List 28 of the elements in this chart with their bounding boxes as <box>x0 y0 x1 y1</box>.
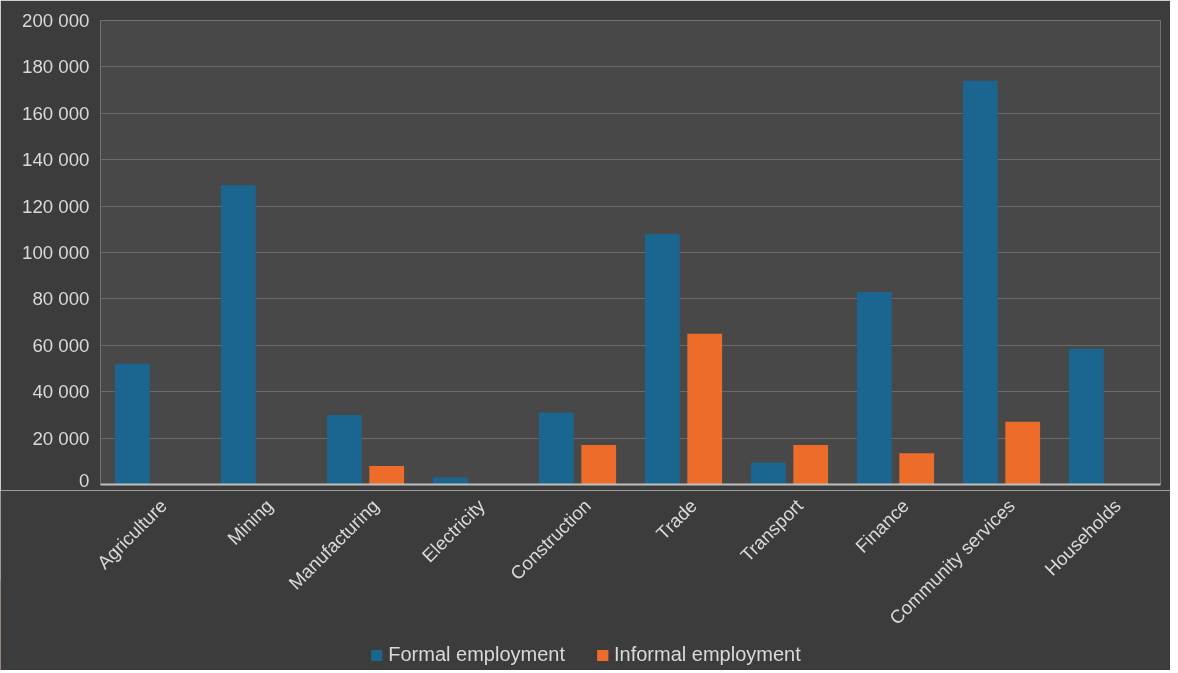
bar <box>326 414 362 485</box>
legend-label: Informal employment <box>613 643 801 666</box>
y-tick-label: 140 000 <box>22 149 90 171</box>
y-tick-label: 0 <box>79 469 90 491</box>
y-tick-label: 40 000 <box>32 381 90 403</box>
bar <box>538 412 574 485</box>
bar <box>750 462 786 485</box>
y-tick-label: 20 000 <box>32 427 90 449</box>
bar <box>899 453 935 485</box>
bar <box>856 291 892 485</box>
bar <box>220 185 256 485</box>
bar <box>687 333 723 485</box>
y-tick-label: 120 000 <box>22 195 90 217</box>
y-tick-label: 80 000 <box>32 288 90 310</box>
legend-label: Formal employment <box>388 643 565 666</box>
bar <box>114 363 150 485</box>
bar <box>369 465 405 485</box>
bar <box>793 445 829 485</box>
bar <box>1005 421 1041 485</box>
y-tick-label: 100 000 <box>22 242 90 263</box>
bar <box>644 233 680 485</box>
bar <box>962 80 998 485</box>
y-tick-label: 200 000 <box>22 10 90 31</box>
bar <box>581 445 617 485</box>
bar <box>1068 348 1104 485</box>
y-tick-label: 160 000 <box>22 102 90 124</box>
y-tick-label: 60 000 <box>32 334 90 356</box>
y-tick-label: 180 000 <box>22 56 90 78</box>
